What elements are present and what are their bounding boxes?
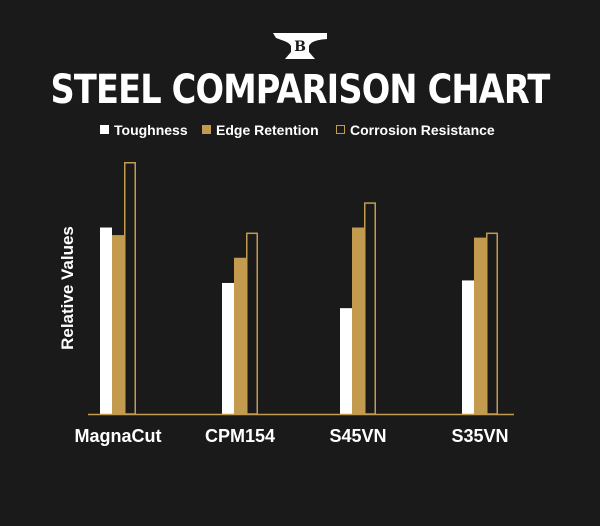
bar-cpm154-edge-retention <box>234 257 246 414</box>
x-tick-label-magnacut: MagnaCut <box>75 426 162 446</box>
legend-swatch-corrosion-resistance <box>336 125 345 134</box>
bar-s35vn-toughness <box>462 280 474 414</box>
bar-s35vn-edge-retention <box>474 237 486 414</box>
legend-swatch-edge-retention <box>202 125 211 134</box>
bar-cpm154-corrosion-resistance <box>246 232 258 415</box>
legend-label-toughness: Toughness <box>114 122 188 138</box>
bar-s45vn-edge-retention <box>352 227 364 414</box>
bar-magnacut-edge-retention <box>112 235 124 414</box>
chart-title: STEEL COMPARISON CHART <box>50 67 551 113</box>
legend-label-edge-retention: Edge Retention <box>216 122 319 138</box>
x-tick-label-s45vn: S45VN <box>329 426 386 446</box>
x-tick-label-cpm154: CPM154 <box>205 426 275 446</box>
logo-letter: B <box>294 39 306 55</box>
legend-swatch-toughness <box>100 125 109 134</box>
bar-cpm154-toughness <box>222 282 234 414</box>
bar-magnacut-corrosion-resistance <box>124 162 136 415</box>
bar-magnacut-toughness <box>100 227 112 414</box>
bar-s35vn-corrosion-resistance <box>486 232 498 415</box>
legend-label-corrosion-resistance: Corrosion Resistance <box>350 122 495 138</box>
anvil-logo-icon: B <box>273 33 327 59</box>
bar-s45vn-corrosion-resistance <box>364 202 376 415</box>
bar-s45vn-toughness <box>340 308 352 414</box>
x-tick-label-s35vn: S35VN <box>451 426 508 446</box>
